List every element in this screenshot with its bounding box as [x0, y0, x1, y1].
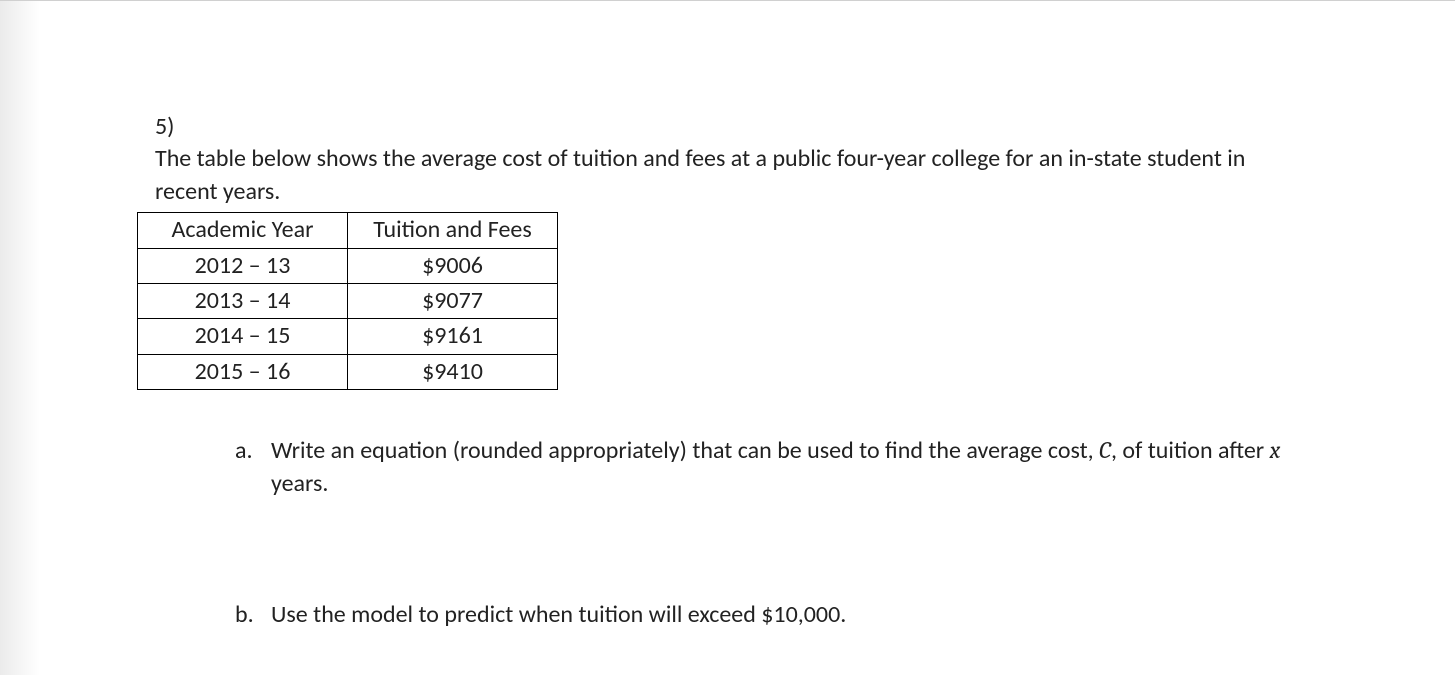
subpart-b: b. Use the model to predict when tuition…	[235, 598, 1335, 631]
subparts-container: a. Write an equation (rounded appropriat…	[235, 434, 1335, 631]
problem-5: 5) The table below shows the average cos…	[155, 111, 1335, 631]
cell-fees: $9077	[348, 283, 558, 318]
table-header-row: Academic Year Tuition and Fees	[138, 213, 558, 248]
table-row: 2013 – 14 $9077	[138, 283, 558, 318]
variable-x: x	[1270, 436, 1281, 464]
cell-fees: $9161	[348, 319, 558, 354]
subpart-b-text: Use the model to predict when tuition wi…	[271, 598, 1335, 631]
problem-number: 5)	[155, 111, 193, 143]
subpart-a-text-after: years.	[271, 469, 328, 498]
subpart-a-label: a.	[235, 434, 271, 500]
cell-year: 2014 – 15	[138, 319, 348, 354]
cell-year: 2013 – 14	[138, 283, 348, 318]
page-left-shadow	[0, 1, 40, 675]
subpart-a-text-mid: , of tuition after	[1111, 436, 1270, 465]
subpart-b-label: b.	[235, 598, 271, 631]
tuition-table: Academic Year Tuition and Fees 2012 – 13…	[137, 212, 558, 390]
col-header-fees: Tuition and Fees	[348, 213, 558, 248]
table-row: 2015 – 16 $9410	[138, 354, 558, 389]
subpart-a-text: Write an equation (rounded appropriately…	[271, 434, 1335, 500]
cell-fees: $9006	[348, 248, 558, 283]
document-content: 5) The table below shows the average cos…	[0, 1, 1455, 631]
subpart-a-text-before: Write an equation (rounded appropriately…	[271, 436, 1099, 465]
subpart-a: a. Write an equation (rounded appropriat…	[235, 434, 1335, 500]
table-row: 2014 – 15 $9161	[138, 319, 558, 354]
cell-year: 2015 – 16	[138, 354, 348, 389]
col-header-year: Academic Year	[138, 213, 348, 248]
cell-fees: $9410	[348, 354, 558, 389]
table-row: 2012 – 13 $9006	[138, 248, 558, 283]
cell-year: 2012 – 13	[138, 248, 348, 283]
problem-statement: The table below shows the average cost o…	[155, 143, 1293, 208]
variable-C: C	[1099, 436, 1111, 464]
